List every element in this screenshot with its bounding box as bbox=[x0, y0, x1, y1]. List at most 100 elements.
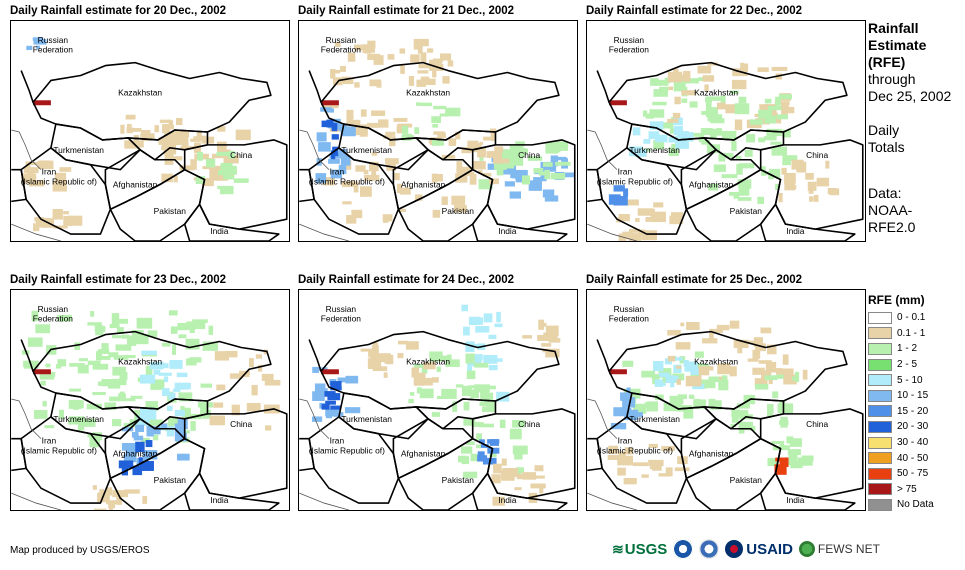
rain-patch bbox=[431, 377, 439, 383]
legend-swatch bbox=[868, 311, 892, 324]
rain-patch bbox=[791, 159, 804, 170]
rain-patch bbox=[654, 134, 668, 143]
rain-patch bbox=[195, 176, 206, 185]
country-border bbox=[308, 416, 400, 504]
rain-patch bbox=[789, 438, 803, 447]
rain-patch bbox=[316, 132, 327, 142]
rain-patch bbox=[492, 496, 505, 506]
rain-patch bbox=[816, 177, 830, 187]
usgs-logo-text: USGS bbox=[624, 540, 668, 558]
rain-patch bbox=[431, 412, 440, 417]
rain-patch bbox=[478, 179, 493, 190]
rain-patch bbox=[807, 181, 817, 191]
rain-patch bbox=[455, 384, 464, 388]
rain-patch bbox=[399, 187, 411, 195]
rain-patch bbox=[759, 104, 769, 114]
coastline bbox=[587, 398, 637, 510]
rain-patch bbox=[186, 358, 197, 366]
rain-patch bbox=[383, 372, 388, 378]
rain-patch bbox=[130, 395, 143, 399]
rain-patch bbox=[721, 174, 738, 179]
rain-patch bbox=[658, 473, 671, 477]
rain-patch bbox=[649, 465, 655, 470]
rain-patch bbox=[311, 416, 323, 422]
rain-patch bbox=[326, 412, 333, 419]
rain-patch bbox=[654, 394, 664, 400]
rain-patch bbox=[488, 365, 498, 371]
country-label-pakistan: Pakistan bbox=[730, 206, 763, 216]
rain-patch bbox=[665, 467, 673, 477]
rain-patch bbox=[196, 130, 202, 141]
country-label-russia: Russian bbox=[38, 304, 69, 314]
rain-patch bbox=[653, 89, 668, 97]
rain-patch bbox=[478, 423, 494, 428]
rain-patch bbox=[725, 104, 741, 114]
rain-patch bbox=[33, 39, 47, 45]
rain-patch bbox=[681, 98, 688, 103]
rain-patch bbox=[466, 370, 476, 379]
rain-patch bbox=[63, 215, 73, 226]
rain-patch bbox=[542, 162, 553, 167]
country-label-pakistan: Pakistan bbox=[730, 475, 763, 485]
rain-patch bbox=[534, 465, 544, 472]
rain-patch bbox=[314, 383, 326, 394]
rain-patch bbox=[466, 441, 475, 445]
country-label-afghanistan: Afghanistan bbox=[113, 179, 158, 189]
rain-patch bbox=[87, 360, 101, 366]
rain-patch bbox=[432, 68, 437, 78]
rain-patch bbox=[764, 375, 778, 381]
rain-patch bbox=[633, 403, 647, 414]
legend-item: 0 - 0.1 bbox=[868, 310, 965, 326]
country-label-china: China bbox=[518, 150, 540, 160]
rain-patch bbox=[108, 352, 119, 358]
rain-patch bbox=[347, 52, 356, 62]
rain-patch bbox=[451, 195, 466, 205]
rain-patch bbox=[613, 196, 628, 206]
rain-patch bbox=[667, 118, 679, 123]
rain-patch bbox=[447, 354, 452, 360]
rain-patch bbox=[176, 372, 188, 378]
rain-patch bbox=[331, 134, 339, 140]
rain-patch bbox=[661, 122, 674, 129]
rain-patch bbox=[77, 364, 89, 374]
rain-patch bbox=[400, 65, 405, 74]
rain-patch bbox=[417, 70, 429, 74]
rain-patch bbox=[476, 433, 482, 441]
rain-patch bbox=[468, 385, 478, 389]
rain-patch bbox=[613, 185, 625, 192]
rain-patch bbox=[743, 63, 749, 72]
rain-patch bbox=[217, 126, 226, 132]
country-border bbox=[183, 203, 280, 241]
rain-patch bbox=[246, 402, 261, 412]
rain-patch bbox=[89, 436, 100, 448]
rain-patch bbox=[214, 165, 221, 175]
rain-patch bbox=[508, 154, 524, 166]
rain-patch bbox=[172, 344, 177, 355]
rain-patch bbox=[442, 76, 450, 84]
side-data-line3: RFE2.0 bbox=[868, 219, 916, 235]
rain-patch bbox=[372, 342, 378, 351]
rain-patch bbox=[312, 366, 319, 373]
rain-patch bbox=[264, 379, 281, 386]
legend-item: 0.1 - 1 bbox=[868, 326, 965, 342]
country-border bbox=[183, 472, 280, 510]
rain-patch bbox=[738, 163, 755, 169]
rain-patch bbox=[42, 400, 47, 407]
rain-patch bbox=[667, 329, 681, 336]
rain-patch bbox=[456, 161, 463, 172]
rain-patch bbox=[213, 402, 224, 408]
rain-patch bbox=[672, 112, 681, 119]
rain-patch bbox=[69, 388, 82, 392]
rainfall-map-panel: Daily Rainfall estimate for 23 Dec., 200… bbox=[10, 274, 290, 514]
rain-patch bbox=[330, 381, 342, 391]
rain-patch bbox=[470, 453, 481, 462]
legend-item: 15 - 20 bbox=[868, 404, 965, 420]
rain-patch bbox=[127, 123, 132, 128]
rain-patch bbox=[730, 423, 737, 427]
country-label-iran: Iran bbox=[330, 167, 345, 177]
country-label-russia: Federation bbox=[321, 45, 362, 55]
rain-patch bbox=[461, 385, 472, 397]
rain-patch bbox=[702, 75, 715, 82]
rain-patch bbox=[39, 371, 56, 378]
rain-patch bbox=[683, 408, 694, 419]
